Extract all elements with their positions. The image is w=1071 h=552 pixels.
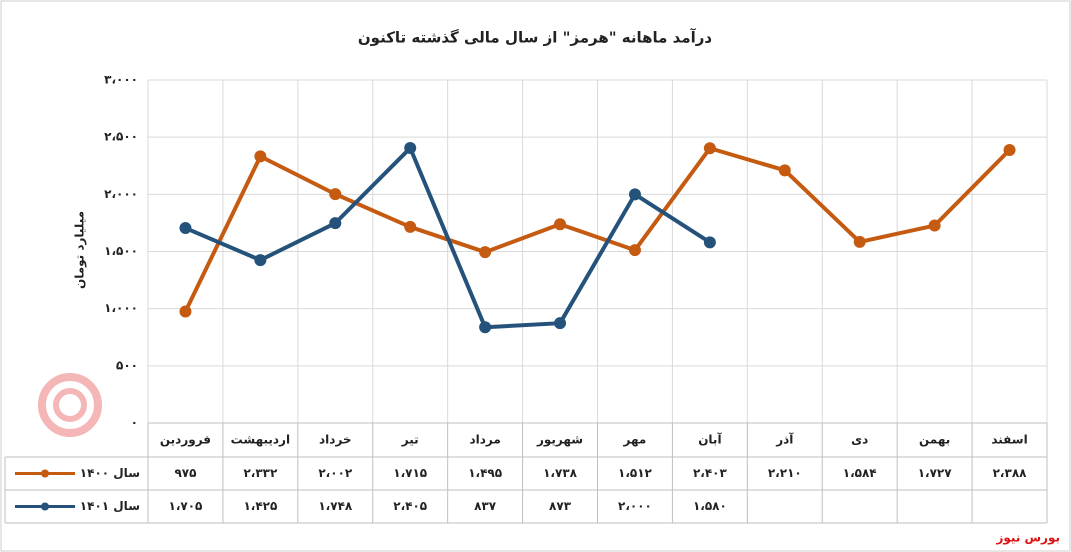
- value-label: ۲،۳۸۸: [993, 466, 1028, 480]
- point: [404, 142, 417, 155]
- x-tick-label: فروردین: [160, 433, 211, 448]
- value-label: ۲،۴۰۳: [693, 466, 728, 480]
- value-label: ۱،۷۲۷: [918, 466, 953, 480]
- value-label: ۸۳۷: [474, 499, 497, 513]
- point: [179, 222, 192, 235]
- point: [254, 254, 267, 267]
- value-label: ۱،۴۲۵: [243, 499, 277, 513]
- y-axis-label: میلیارد تومان: [73, 211, 88, 289]
- point: [703, 142, 716, 155]
- x-tick-label: آذر: [775, 432, 794, 447]
- value-label: ۱،۷۴۸: [318, 499, 353, 513]
- value-label: ۱،۷۳۸: [543, 466, 578, 480]
- x-tick-label: تیر: [401, 433, 419, 447]
- point: [703, 236, 716, 249]
- value-label: ۲،۴۰۵: [393, 499, 427, 513]
- legend-label: سال ۱۴۰۱: [80, 499, 140, 513]
- point: [329, 188, 342, 201]
- y-tick-label: ۳،۰۰۰: [104, 73, 138, 87]
- x-tick-label: بهمن: [919, 433, 950, 447]
- watermark: [38, 373, 102, 437]
- x-tick-label: خرداد: [319, 433, 352, 447]
- x-tick-label: مهر: [623, 433, 647, 447]
- legend-marker: [41, 469, 49, 478]
- point: [1003, 143, 1016, 156]
- x-tick-label: مرداد: [469, 433, 500, 447]
- legend-marker: [41, 502, 49, 511]
- source: بورس نیوز: [995, 531, 1060, 546]
- chart-title: درآمد ماهانه "هرمز" از سال مالی گذشته تا…: [358, 29, 713, 47]
- point: [853, 235, 866, 248]
- point: [329, 217, 342, 230]
- point: [254, 150, 267, 163]
- value-label: ۱،۷۰۵: [169, 499, 203, 513]
- point: [554, 317, 567, 330]
- value-label: ۲،۰۰۰: [618, 499, 652, 513]
- value-label: ۹۷۵: [174, 466, 196, 480]
- value-label: ۱،۵۸۰: [693, 499, 727, 513]
- x-tick-label: دی: [851, 433, 868, 447]
- value-label: ۸۷۳: [549, 499, 572, 513]
- y-tick-label: ۵۰۰: [116, 358, 138, 372]
- value-label: ۲،۲۱۰: [768, 466, 802, 480]
- value-label: ۱،۷۱۵: [393, 466, 427, 480]
- value-label: ۱،۵۸۴: [843, 466, 877, 480]
- x-tick-label: اردیبهشت: [231, 433, 290, 447]
- y-tick-label: ۲،۵۰۰: [104, 130, 138, 144]
- y-tick-label: ۲،۰۰۰: [104, 187, 138, 201]
- line-series: [183, 146, 1011, 313]
- point: [404, 220, 417, 233]
- point: [628, 188, 641, 201]
- value-label: ۱،۴۹۵: [468, 466, 502, 480]
- value-label: ۲،۳۳۲: [243, 466, 278, 480]
- value-label: ۱،۵۱۲: [618, 466, 653, 480]
- line-series: [184, 146, 711, 330]
- x-tick-label: شهریور: [536, 433, 583, 448]
- x-tick-label: آبان: [698, 432, 722, 447]
- point: [554, 218, 567, 231]
- point: [628, 244, 641, 257]
- value-label: ۲،۰۰۲: [318, 466, 353, 480]
- point: [479, 246, 492, 259]
- x-tick-label: اسفند: [991, 433, 1027, 447]
- point: [928, 219, 941, 232]
- point: [179, 305, 192, 318]
- legend-label: سال ۱۴۰۰: [80, 466, 140, 480]
- point: [778, 164, 791, 177]
- y-tick-label: ۱،۵۰۰: [104, 244, 138, 258]
- point: [479, 321, 492, 334]
- y-tick-label: ۱،۰۰۰: [104, 301, 138, 315]
- y-tick-label: ۰: [131, 416, 138, 430]
